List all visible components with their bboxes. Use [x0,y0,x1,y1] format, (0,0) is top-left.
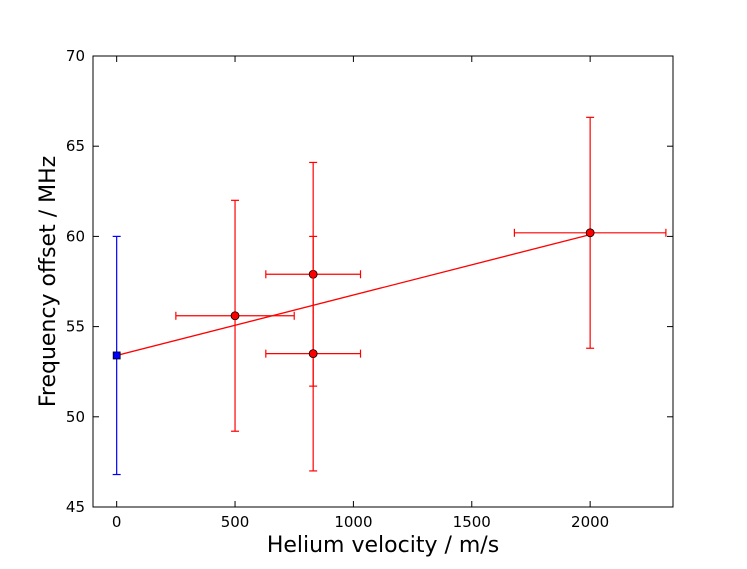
x-axis-label: Helium velocity / m/s [267,533,499,558]
y-tick-label: 60 [66,227,85,245]
data-point-circle [585,228,595,238]
x-tick-label: 500 [221,513,250,531]
data-point-circle [308,349,318,359]
axes-layer: 0 500 1000 1500 2000 45 50 55 60 65 70 [66,47,673,531]
data-point-circle [230,311,240,321]
y-tick-label: 50 [66,408,85,426]
fit-line [116,233,591,357]
x-tick-label: 0 [112,513,122,531]
y-tick-label: 55 [66,318,85,336]
data-point-square [112,351,121,360]
x-tick-label: 1500 [453,513,491,531]
plot-layer [112,116,667,476]
x-tick-label: 2000 [571,513,609,531]
y-tick-label: 70 [66,47,85,65]
y-axis-label: Frequency offset / MHz [36,156,61,407]
y-tick-label: 65 [66,137,85,155]
y-tick-label: 45 [66,498,85,516]
x-tick-label: 1000 [334,513,372,531]
plot-frame [92,55,674,508]
